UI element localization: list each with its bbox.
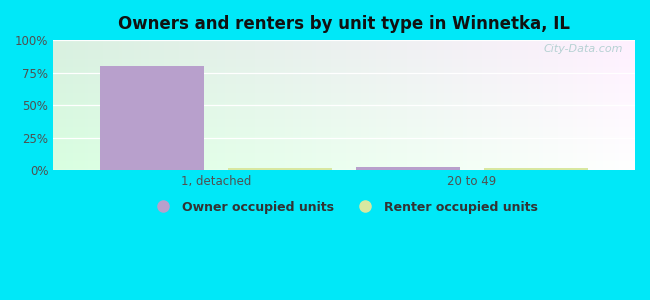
Bar — [484, 168, 588, 170]
Title: Owners and renters by unit type in Winnetka, IL: Owners and renters by unit type in Winne… — [118, 15, 570, 33]
Bar — [356, 167, 460, 170]
Bar — [100, 66, 205, 170]
Legend: Owner occupied units, Renter occupied units: Owner occupied units, Renter occupied un… — [146, 196, 543, 219]
Bar — [227, 168, 333, 170]
Text: City-Data.com: City-Data.com — [544, 44, 623, 54]
